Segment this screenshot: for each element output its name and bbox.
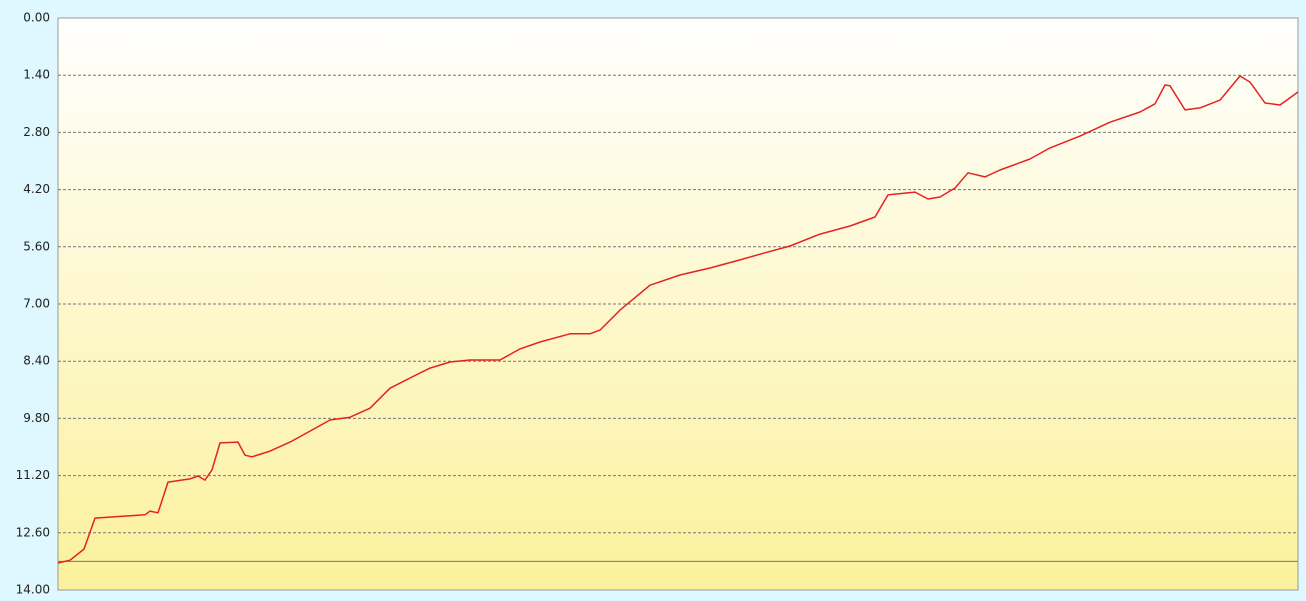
y-tick-label: 7.00 (23, 297, 50, 311)
y-tick-label: 8.40 (23, 354, 50, 368)
y-tick-label: 11.20 (16, 468, 50, 482)
y-tick-label: 14.00 (16, 583, 50, 597)
data-line (57, 75, 1299, 564)
y-tick-label: 9.80 (23, 411, 50, 425)
y-tick-label: 12.60 (16, 525, 50, 539)
y-tick-label: 2.80 (23, 125, 50, 139)
y-tick-label: 5.60 (23, 239, 50, 253)
y-tick-label: 4.20 (23, 182, 50, 196)
y-tick-label: 0.00 (23, 11, 50, 25)
y-tick-label: 1.40 (23, 68, 50, 82)
